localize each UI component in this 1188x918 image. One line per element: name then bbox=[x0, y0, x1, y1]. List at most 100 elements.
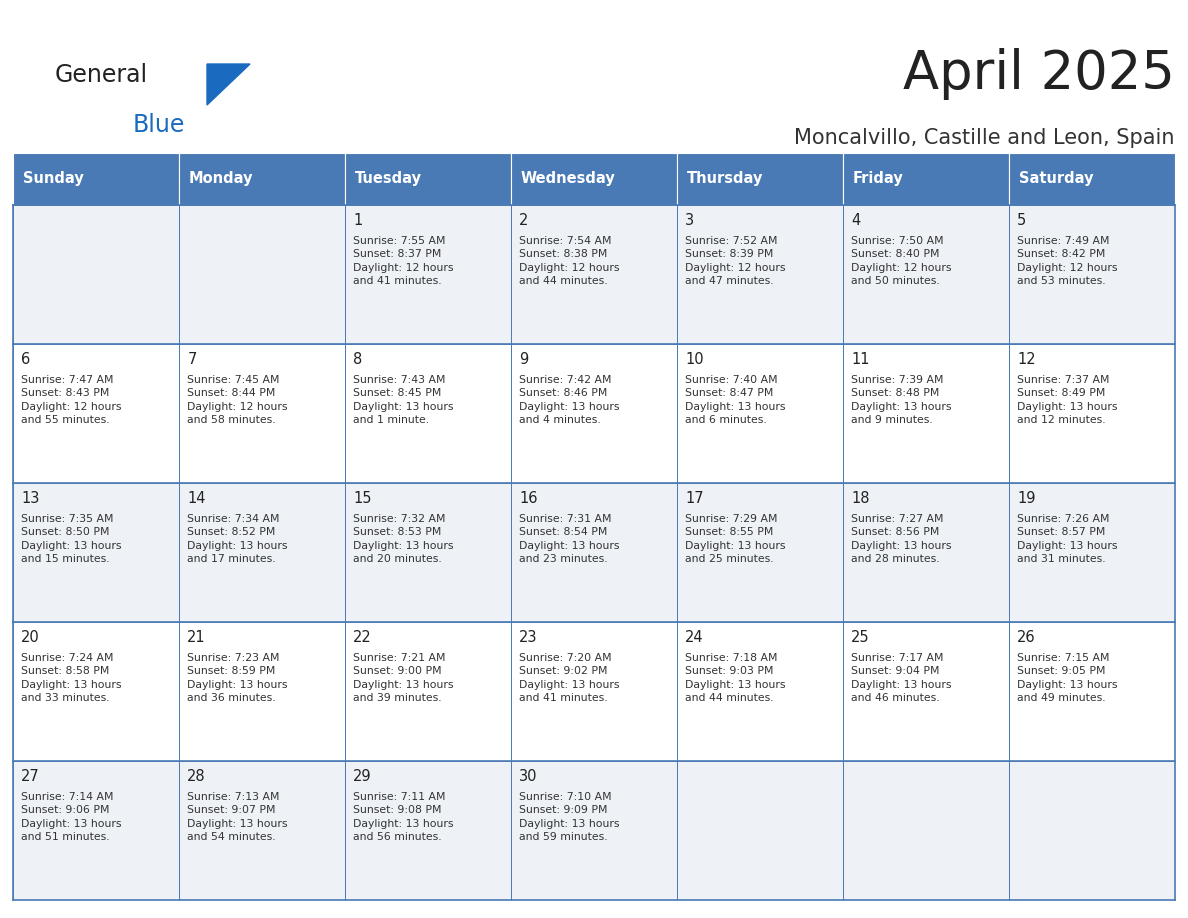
Text: Thursday: Thursday bbox=[687, 172, 764, 186]
Text: 7: 7 bbox=[188, 353, 197, 367]
Text: 21: 21 bbox=[188, 631, 206, 645]
Text: Sunrise: 7:21 AM
Sunset: 9:00 PM
Daylight: 13 hours
and 39 minutes.: Sunrise: 7:21 AM Sunset: 9:00 PM Dayligh… bbox=[353, 653, 454, 703]
Bar bbox=[1009, 622, 1175, 761]
Text: Sunrise: 7:17 AM
Sunset: 9:04 PM
Daylight: 13 hours
and 46 minutes.: Sunrise: 7:17 AM Sunset: 9:04 PM Dayligh… bbox=[852, 653, 952, 703]
Bar bbox=[843, 761, 1009, 900]
Text: Sunrise: 7:14 AM
Sunset: 9:06 PM
Daylight: 13 hours
and 51 minutes.: Sunrise: 7:14 AM Sunset: 9:06 PM Dayligh… bbox=[21, 791, 122, 843]
Bar bbox=[179, 153, 345, 205]
Text: 20: 20 bbox=[21, 631, 40, 645]
Bar bbox=[843, 622, 1009, 761]
Bar bbox=[179, 622, 345, 761]
Text: 28: 28 bbox=[188, 769, 206, 784]
Text: 6: 6 bbox=[21, 353, 31, 367]
Bar bbox=[843, 344, 1009, 483]
Text: Sunrise: 7:29 AM
Sunset: 8:55 PM
Daylight: 13 hours
and 25 minutes.: Sunrise: 7:29 AM Sunset: 8:55 PM Dayligh… bbox=[685, 513, 785, 565]
Text: Sunrise: 7:49 AM
Sunset: 8:42 PM
Daylight: 12 hours
and 53 minutes.: Sunrise: 7:49 AM Sunset: 8:42 PM Dayligh… bbox=[1017, 236, 1118, 286]
Text: 30: 30 bbox=[519, 769, 538, 784]
Bar bbox=[13, 205, 179, 344]
Text: Sunrise: 7:24 AM
Sunset: 8:58 PM
Daylight: 13 hours
and 33 minutes.: Sunrise: 7:24 AM Sunset: 8:58 PM Dayligh… bbox=[21, 653, 122, 703]
Text: 14: 14 bbox=[188, 491, 206, 507]
Text: 18: 18 bbox=[852, 491, 870, 507]
Text: Sunrise: 7:10 AM
Sunset: 9:09 PM
Daylight: 13 hours
and 59 minutes.: Sunrise: 7:10 AM Sunset: 9:09 PM Dayligh… bbox=[519, 791, 620, 843]
Text: 24: 24 bbox=[685, 631, 704, 645]
Text: Sunrise: 7:20 AM
Sunset: 9:02 PM
Daylight: 13 hours
and 41 minutes.: Sunrise: 7:20 AM Sunset: 9:02 PM Dayligh… bbox=[519, 653, 620, 703]
Bar bbox=[511, 622, 677, 761]
Bar bbox=[13, 761, 179, 900]
Text: Sunrise: 7:37 AM
Sunset: 8:49 PM
Daylight: 13 hours
and 12 minutes.: Sunrise: 7:37 AM Sunset: 8:49 PM Dayligh… bbox=[1017, 375, 1118, 425]
Text: 9: 9 bbox=[519, 353, 529, 367]
Text: 25: 25 bbox=[852, 631, 870, 645]
Text: 22: 22 bbox=[353, 631, 372, 645]
Text: Monday: Monday bbox=[189, 172, 253, 186]
Bar bbox=[1009, 761, 1175, 900]
Text: 4: 4 bbox=[852, 213, 860, 229]
Bar bbox=[843, 205, 1009, 344]
Text: Sunrise: 7:31 AM
Sunset: 8:54 PM
Daylight: 13 hours
and 23 minutes.: Sunrise: 7:31 AM Sunset: 8:54 PM Dayligh… bbox=[519, 513, 620, 565]
Bar bbox=[677, 483, 843, 622]
Bar bbox=[511, 344, 677, 483]
Bar bbox=[677, 344, 843, 483]
Bar bbox=[677, 205, 843, 344]
Bar bbox=[179, 205, 345, 344]
Text: Sunrise: 7:50 AM
Sunset: 8:40 PM
Daylight: 12 hours
and 50 minutes.: Sunrise: 7:50 AM Sunset: 8:40 PM Dayligh… bbox=[852, 236, 952, 286]
Text: 19: 19 bbox=[1017, 491, 1036, 507]
Text: Tuesday: Tuesday bbox=[355, 172, 422, 186]
Text: 11: 11 bbox=[852, 353, 870, 367]
Bar bbox=[677, 761, 843, 900]
Bar bbox=[511, 153, 677, 205]
Bar bbox=[345, 205, 511, 344]
Bar bbox=[179, 483, 345, 622]
Bar bbox=[13, 153, 179, 205]
Text: Wednesday: Wednesday bbox=[522, 172, 615, 186]
Text: 16: 16 bbox=[519, 491, 538, 507]
Bar bbox=[179, 761, 345, 900]
Text: Sunrise: 7:52 AM
Sunset: 8:39 PM
Daylight: 12 hours
and 47 minutes.: Sunrise: 7:52 AM Sunset: 8:39 PM Dayligh… bbox=[685, 236, 785, 286]
Bar bbox=[345, 344, 511, 483]
Text: 15: 15 bbox=[353, 491, 372, 507]
Text: Sunrise: 7:55 AM
Sunset: 8:37 PM
Daylight: 12 hours
and 41 minutes.: Sunrise: 7:55 AM Sunset: 8:37 PM Dayligh… bbox=[353, 236, 454, 286]
Bar bbox=[345, 622, 511, 761]
Text: Sunrise: 7:47 AM
Sunset: 8:43 PM
Daylight: 12 hours
and 55 minutes.: Sunrise: 7:47 AM Sunset: 8:43 PM Dayligh… bbox=[21, 375, 122, 425]
Bar bbox=[843, 483, 1009, 622]
Text: Sunrise: 7:27 AM
Sunset: 8:56 PM
Daylight: 13 hours
and 28 minutes.: Sunrise: 7:27 AM Sunset: 8:56 PM Dayligh… bbox=[852, 513, 952, 565]
Bar bbox=[345, 153, 511, 205]
Bar bbox=[843, 153, 1009, 205]
Text: 5: 5 bbox=[1017, 213, 1026, 229]
Text: 17: 17 bbox=[685, 491, 704, 507]
Text: 2: 2 bbox=[519, 213, 529, 229]
Bar bbox=[13, 483, 179, 622]
Text: Sunrise: 7:42 AM
Sunset: 8:46 PM
Daylight: 13 hours
and 4 minutes.: Sunrise: 7:42 AM Sunset: 8:46 PM Dayligh… bbox=[519, 375, 620, 425]
Bar bbox=[345, 761, 511, 900]
Text: 13: 13 bbox=[21, 491, 39, 507]
Text: Sunrise: 7:26 AM
Sunset: 8:57 PM
Daylight: 13 hours
and 31 minutes.: Sunrise: 7:26 AM Sunset: 8:57 PM Dayligh… bbox=[1017, 513, 1118, 565]
Text: General: General bbox=[55, 63, 148, 87]
Bar bbox=[13, 344, 179, 483]
Text: Sunrise: 7:34 AM
Sunset: 8:52 PM
Daylight: 13 hours
and 17 minutes.: Sunrise: 7:34 AM Sunset: 8:52 PM Dayligh… bbox=[188, 513, 287, 565]
Text: Friday: Friday bbox=[853, 172, 904, 186]
Text: 23: 23 bbox=[519, 631, 538, 645]
Text: Saturday: Saturday bbox=[1019, 172, 1093, 186]
Bar bbox=[511, 205, 677, 344]
Text: 27: 27 bbox=[21, 769, 40, 784]
Text: Sunrise: 7:15 AM
Sunset: 9:05 PM
Daylight: 13 hours
and 49 minutes.: Sunrise: 7:15 AM Sunset: 9:05 PM Dayligh… bbox=[1017, 653, 1118, 703]
Bar bbox=[677, 622, 843, 761]
Text: Sunrise: 7:11 AM
Sunset: 9:08 PM
Daylight: 13 hours
and 56 minutes.: Sunrise: 7:11 AM Sunset: 9:08 PM Dayligh… bbox=[353, 791, 454, 843]
Bar bbox=[1009, 153, 1175, 205]
Bar bbox=[345, 483, 511, 622]
Text: Sunrise: 7:40 AM
Sunset: 8:47 PM
Daylight: 13 hours
and 6 minutes.: Sunrise: 7:40 AM Sunset: 8:47 PM Dayligh… bbox=[685, 375, 785, 425]
Bar bbox=[511, 761, 677, 900]
Text: Sunrise: 7:23 AM
Sunset: 8:59 PM
Daylight: 13 hours
and 36 minutes.: Sunrise: 7:23 AM Sunset: 8:59 PM Dayligh… bbox=[188, 653, 287, 703]
Text: Blue: Blue bbox=[133, 113, 185, 137]
Text: Sunrise: 7:32 AM
Sunset: 8:53 PM
Daylight: 13 hours
and 20 minutes.: Sunrise: 7:32 AM Sunset: 8:53 PM Dayligh… bbox=[353, 513, 454, 565]
Bar bbox=[511, 483, 677, 622]
Text: 29: 29 bbox=[353, 769, 372, 784]
Text: 3: 3 bbox=[685, 213, 695, 229]
Text: 12: 12 bbox=[1017, 353, 1036, 367]
Text: Sunrise: 7:13 AM
Sunset: 9:07 PM
Daylight: 13 hours
and 54 minutes.: Sunrise: 7:13 AM Sunset: 9:07 PM Dayligh… bbox=[188, 791, 287, 843]
Bar bbox=[1009, 344, 1175, 483]
Text: Sunrise: 7:18 AM
Sunset: 9:03 PM
Daylight: 13 hours
and 44 minutes.: Sunrise: 7:18 AM Sunset: 9:03 PM Dayligh… bbox=[685, 653, 785, 703]
Text: Sunday: Sunday bbox=[23, 172, 83, 186]
Text: 8: 8 bbox=[353, 353, 362, 367]
Text: Moncalvillo, Castille and Leon, Spain: Moncalvillo, Castille and Leon, Spain bbox=[795, 128, 1175, 148]
Text: 10: 10 bbox=[685, 353, 704, 367]
